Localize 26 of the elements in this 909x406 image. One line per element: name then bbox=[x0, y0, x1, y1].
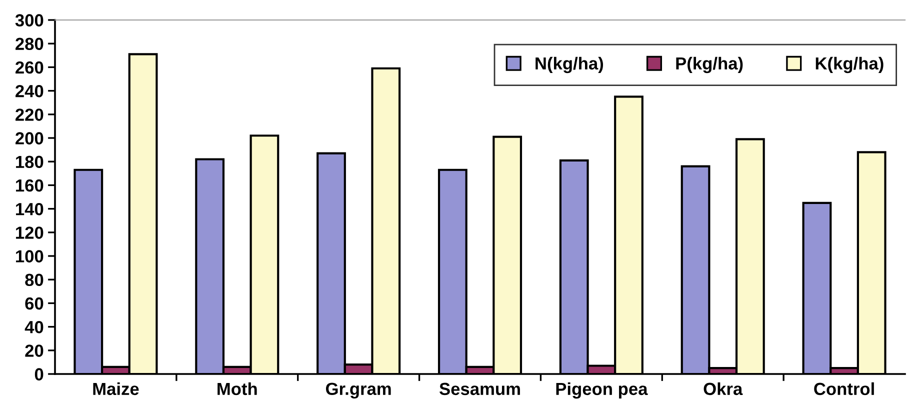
x-tick-label: Moth bbox=[218, 382, 257, 396]
x-tick-label: Pigeon pea bbox=[556, 382, 648, 399]
y-tick-label: 240 bbox=[16, 84, 44, 98]
y-tick-label: 260 bbox=[16, 61, 44, 74]
y-tick-label: 40 bbox=[24, 320, 44, 334]
x-tick-label: Control bbox=[814, 382, 874, 396]
y-tick-label: 180 bbox=[16, 156, 44, 168]
x-tick-label: Sesamum bbox=[439, 382, 520, 396]
legend-label: N(kg/ha) bbox=[536, 56, 604, 74]
y-tick-label: 280 bbox=[16, 38, 44, 50]
x-tick-label: Gr.gram bbox=[326, 382, 391, 399]
y-tick-label: 100 bbox=[16, 250, 44, 262]
legend-label: K(kg/ha) bbox=[816, 56, 884, 74]
y-tick-label: 200 bbox=[16, 132, 44, 144]
legend-label: P(kg/ha) bbox=[676, 56, 743, 74]
y-tick-label: 0 bbox=[34, 368, 44, 380]
y-tick-label: 160 bbox=[16, 179, 44, 192]
y-tick-label: 80 bbox=[25, 274, 44, 286]
y-tick-label: 140 bbox=[16, 202, 44, 216]
x-tick-label: Okra bbox=[704, 382, 743, 396]
y-tick-label: 60 bbox=[25, 297, 44, 310]
y-tick-label: 120 bbox=[16, 226, 44, 239]
x-tick-label: Maize bbox=[93, 382, 139, 396]
y-tick-label: 300 bbox=[15, 14, 44, 26]
y-tick-label: 220 bbox=[16, 108, 44, 121]
y-tick-label: 20 bbox=[25, 344, 44, 357]
